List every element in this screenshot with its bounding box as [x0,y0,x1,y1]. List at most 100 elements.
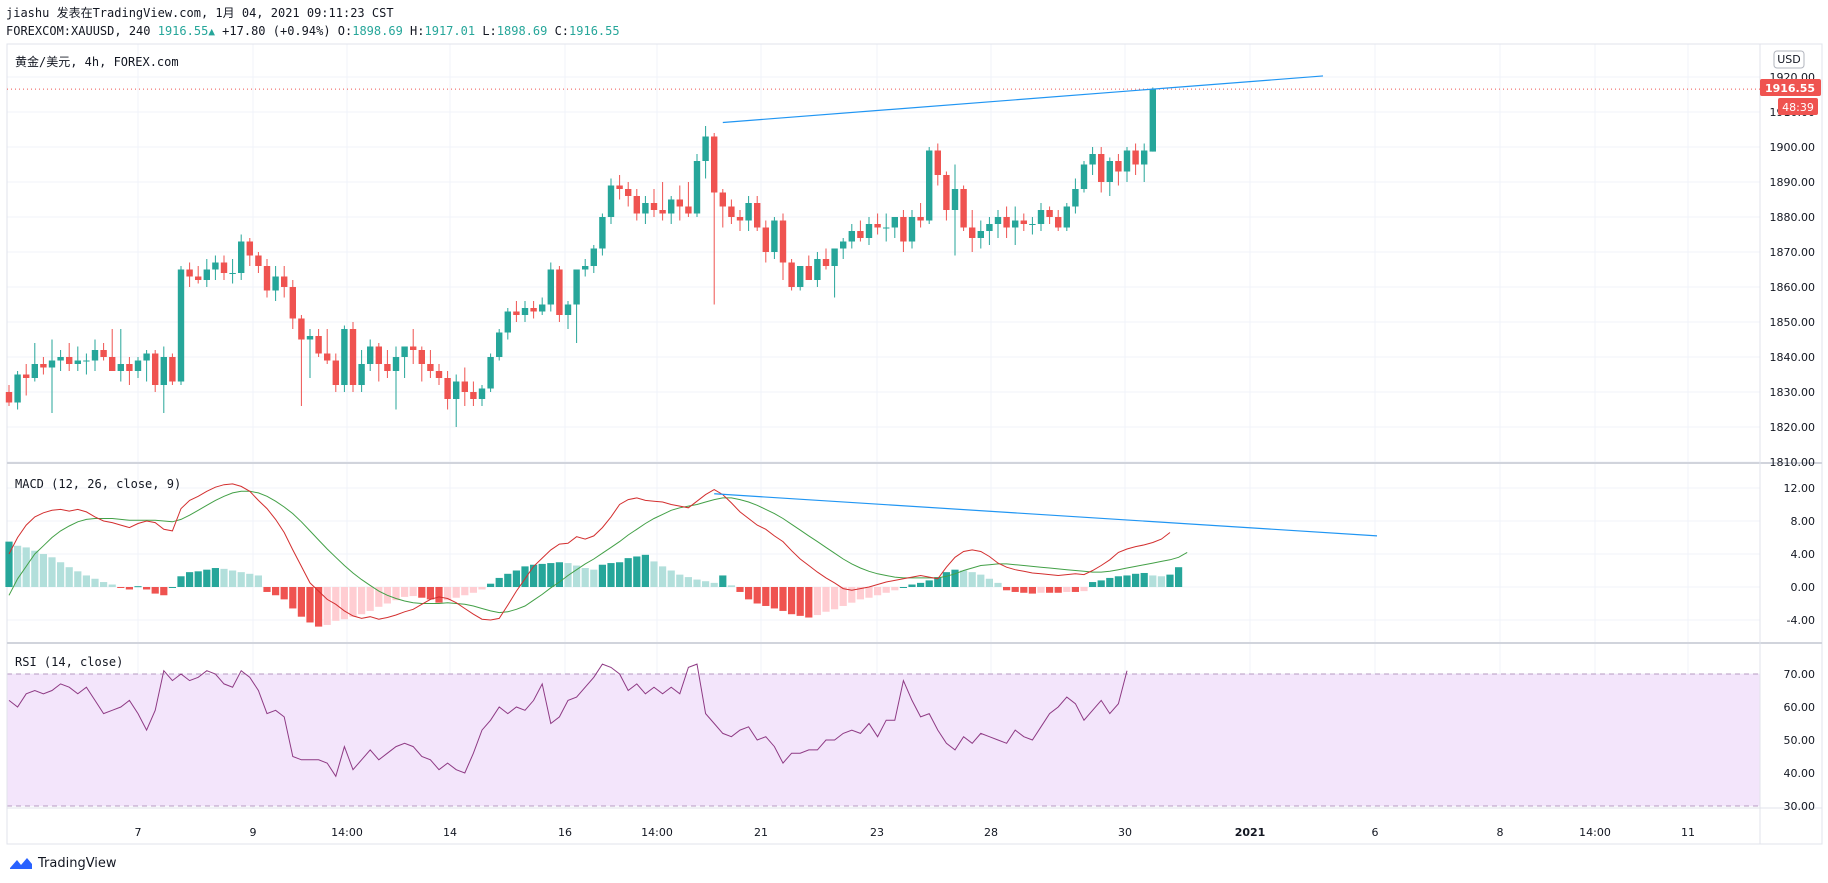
candle-body [212,262,219,270]
time-tick-label: 23 [870,826,884,839]
candle-body [160,357,167,385]
currency-button[interactable]: USD [1773,50,1805,69]
macd-histogram-bar [435,587,443,603]
macd-histogram-bar [951,569,959,587]
macd-histogram-bar [882,587,890,593]
macd-histogram-bar [168,587,176,588]
macd-histogram-bar [994,582,1002,587]
macd-histogram-bar [659,566,667,587]
candle-body [1037,210,1045,224]
candle-body [315,336,322,354]
candle-body [556,269,563,315]
rsi-tick-label: 70.00 [1784,668,1816,681]
macd-histogram-bar [702,581,710,587]
price-axis[interactable]: 1810.00 1820.00 1830.00 1840.00 1850.00 1860.… [1770,71,1816,813]
macd-histogram-bar [151,587,159,594]
time-axis[interactable]: 7 9 14:00 14 16 14:00 21 23 28 30 2021 6 8 14:00 11 [135,826,1696,839]
candle-body [281,276,288,287]
candle-body [444,378,451,399]
candle-body [324,353,331,361]
indicator-lines [8,483,1378,778]
candle-body [625,189,632,196]
macd-histogram-bar [100,582,108,587]
candle-body [1003,217,1010,228]
candle-body [676,199,683,207]
candle-body [951,189,959,210]
candle-body [23,374,30,378]
high-value: 1917.01 [424,24,476,38]
macd-histogram-bar [117,587,125,588]
macd-histogram-bar [839,587,847,606]
candle-body [109,357,116,371]
macd-histogram [5,541,1183,627]
macd-histogram-bar [822,587,830,612]
candle-body [1089,154,1096,165]
candle-body [5,392,13,403]
candle-body [169,357,176,382]
macd-histogram-bar [177,576,185,587]
open-label: O: [337,24,353,38]
candle-body [865,224,873,238]
candle-body [1115,161,1122,172]
low-label: L: [482,24,497,38]
candle-body [83,360,90,362]
candle-body [418,350,425,364]
macd-histogram-bar [229,570,237,587]
tradingview-logo[interactable]: TradingView [8,855,117,871]
macd-tick-label: -4.00 [1787,614,1815,627]
last-price-marker: 1916.55 48:39 [1760,79,1821,115]
time-tick-label: 21 [754,826,768,839]
candle-body [203,269,210,280]
time-tick-label: 14:00 [1579,826,1611,839]
macd-histogram-bar [684,577,692,587]
price-tick-label: 1810.00 [1770,456,1816,469]
candle-body [917,217,924,221]
candle-body [1020,220,1027,224]
candle-body [822,259,830,266]
macd-histogram-bar [1089,582,1097,587]
macd-histogram-bar [48,557,56,587]
macd-histogram-bar [650,561,658,587]
candle-body [685,206,692,214]
macd-histogram-bar [813,587,821,616]
candle-body [229,273,236,274]
macd-histogram-bar [1046,587,1054,593]
candle-body [100,350,107,357]
macd-histogram-bar [1011,587,1019,592]
macd-histogram-bar [14,545,22,587]
candle-body [220,262,228,273]
macd-histogram-bar [1097,580,1105,587]
macd-histogram-bar [237,572,245,587]
close-label: C: [554,24,570,38]
candle-body [908,217,916,242]
rsi-pane-title: RSI (14, close) [15,655,123,669]
macd-histogram-bar [607,563,615,587]
candle-body [392,357,400,371]
macd-histogram-bar [1020,587,1028,593]
candle-body [943,175,950,210]
macd-histogram-bar [1071,587,1079,592]
chart-canvas[interactable]: 1810.00 1820.00 1830.00 1840.00 1850.00 1860.… [0,0,1828,850]
macd-histogram-bar [272,587,280,596]
candle-body [805,266,812,280]
candle-body [960,189,967,228]
symbol-name: FOREXCOM:XAUUSD, 240 [6,24,151,38]
macd-histogram-bar [186,572,194,587]
candle-body [255,255,262,266]
macd-histogram-bar [57,562,65,587]
candle-body [384,364,391,371]
macd-histogram-bar [39,554,47,587]
symbol-ohlc-line: FOREXCOM:XAUUSD, 240 1916.55▲ +17.80 (+0… [6,24,620,39]
candle-body [74,360,81,364]
candle-body [693,161,701,214]
price-tick-label: 1850.00 [1770,316,1816,329]
candle-body [117,364,124,371]
macd-histogram-bar [977,574,985,587]
candle-body [599,217,606,249]
candle-body [1012,220,1019,228]
candle-body [1046,210,1053,217]
macd-histogram-bar [1063,587,1071,592]
macd-histogram-bar [134,586,142,588]
candle-body [814,259,821,280]
candle-body [1029,224,1036,225]
